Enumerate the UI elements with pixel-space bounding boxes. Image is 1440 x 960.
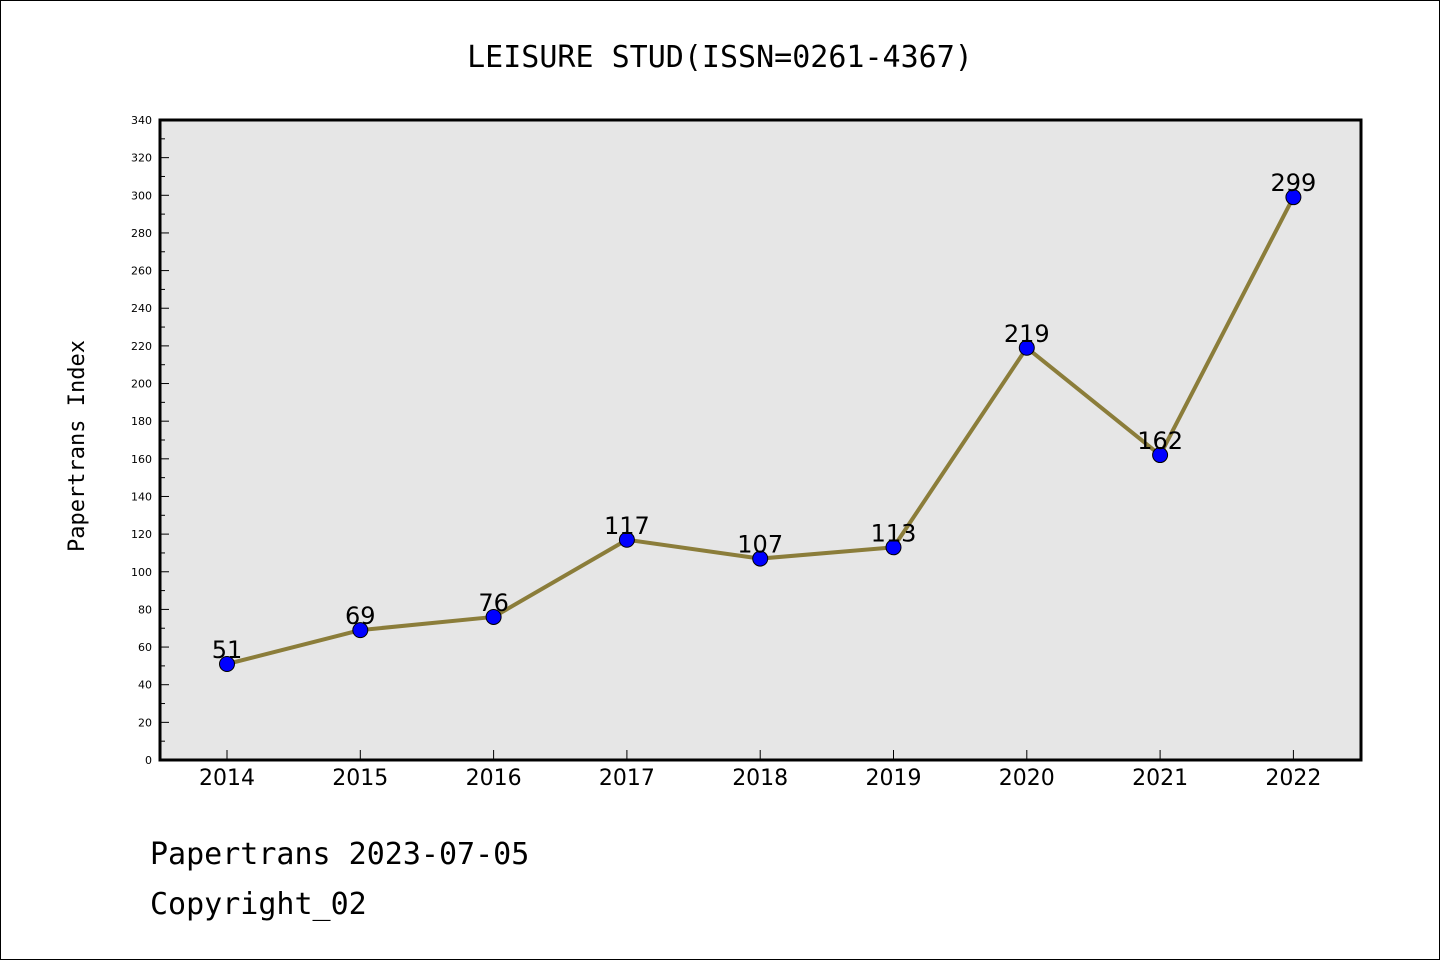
data-point [618,531,635,548]
data-point [485,608,502,625]
plot-area [160,120,1361,760]
data-point [352,622,369,639]
data-point [885,539,902,556]
data-labels: 51 69 76 117 107 113 219 162 299 [212,169,1317,664]
y-tick-label: 100 [131,566,152,579]
data-label: 51 [212,636,243,664]
y-tick-label: 80 [138,603,152,616]
y-tick-label: 240 [131,302,152,315]
data-label: 299 [1270,169,1316,197]
data-point [1152,447,1169,464]
data-point [1285,189,1302,206]
y-tick-label: 280 [131,227,152,240]
data-label: 162 [1137,427,1183,455]
footer-date: Papertrans 2023-07-05 [150,837,529,872]
y-tick-label: 160 [131,453,152,466]
data-label: 117 [604,512,650,540]
y-tick-label: 140 [131,490,152,503]
data-label: 107 [737,531,783,559]
plot-border [158,118,1363,762]
data-point [752,550,769,567]
y-tick-label: 20 [138,716,152,729]
y-axis-label: Papertrans Index [65,340,90,552]
y-tick-label: 220 [131,340,152,353]
x-tick-label: 2022 [1265,766,1321,791]
y-tick-label: 60 [138,641,152,654]
data-point [1018,339,1035,356]
x-tick-label: 2018 [732,766,788,791]
y-tick-label: 200 [131,378,152,391]
y-tick-label: 0 [145,754,152,767]
data-label: 219 [1004,320,1050,348]
x-tick-label: 2021 [1132,766,1188,791]
y-tick-label: 340 [131,114,152,127]
data-label: 113 [871,519,917,547]
data-point [219,656,235,672]
y-tick-label: 320 [131,152,152,165]
y-tick-label: 180 [131,415,152,428]
x-tick-label: 2017 [599,766,655,791]
x-tick-label: 2019 [866,766,922,791]
x-tick-label: 2016 [466,766,522,791]
x-axis: 2014 2015 2016 2017 2018 2019 2020 2021 2022 [199,750,1321,791]
chart-title: LEISURE STUD(ISSN=0261-4367) [467,40,973,75]
series-line-group [219,189,1302,672]
x-tick-label: 2020 [999,766,1055,791]
data-label: 69 [345,602,376,630]
y-tick-label: 40 [138,679,152,692]
x-tick-label: 2014 [199,766,255,791]
y-tick-label: 260 [131,265,152,278]
y-tick-label: 120 [131,528,152,541]
y-tick-label: 300 [131,189,152,202]
footer-copyright: Copyright_02 [150,887,367,922]
x-tick-label: 2015 [332,766,388,791]
data-label: 76 [478,589,509,617]
y-axis: 0 20 40 60 80 100 120 140 160 180 200 220 240 260 280 3… [131,114,169,767]
